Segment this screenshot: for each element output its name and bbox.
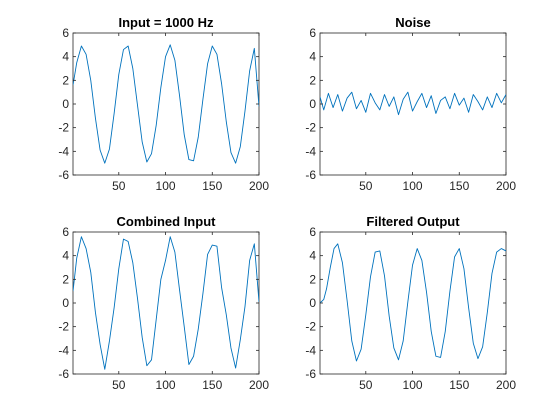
series-line (73, 44, 259, 164)
axes-box (72, 231, 260, 375)
x-tick-label: 150 (449, 378, 469, 392)
y-tick-label: 2 (309, 272, 316, 286)
y-tick-label: -2 (305, 121, 316, 135)
y-tick-label: -2 (58, 320, 69, 334)
y-tick-label: 4 (62, 249, 69, 263)
subplot-filtered-output: Filtered Output -6 -4 -2 0 2 4 6 50 100 150 200 (305, 214, 516, 392)
y-tick-label: -6 (305, 168, 316, 182)
y-tick-label: 6 (309, 225, 316, 239)
x-tick-label: 50 (112, 179, 126, 193)
axes-box (319, 231, 507, 375)
y-tick-label: 4 (309, 50, 316, 64)
series-line (73, 236, 259, 370)
y-tick-label: 4 (309, 249, 316, 263)
y-tick-label: 0 (309, 296, 316, 310)
chart-title: Input = 1000 Hz (119, 15, 214, 30)
series-line (320, 91, 506, 116)
y-tick-label: -6 (305, 367, 316, 381)
x-tick-label: 50 (359, 179, 373, 193)
x-tick-label: 150 (202, 378, 222, 392)
y-tick-label: 6 (309, 26, 316, 40)
subplot-combined-input: Combined Input -6 -4 -2 0 2 4 6 50 100 150 200 (58, 214, 269, 392)
series-line (320, 243, 506, 362)
y-tick-label: 6 (62, 225, 69, 239)
x-tick-label: 200 (496, 179, 516, 193)
x-tick-label: 100 (403, 378, 423, 392)
y-tick-label: -2 (58, 121, 69, 135)
y-tick-label: -4 (58, 144, 69, 158)
x-tick-label: 200 (249, 378, 269, 392)
x-tick-label: 50 (112, 378, 126, 392)
x-tick-label: 100 (156, 378, 176, 392)
x-tick-label: 150 (202, 179, 222, 193)
y-tick-label: 0 (309, 97, 316, 111)
x-tick-label: 200 (249, 179, 269, 193)
subplot-noise: Noise -6 -4 -2 0 2 4 6 50 100 150 200 (305, 15, 516, 193)
y-tick-label: 0 (62, 97, 69, 111)
subplot-input: Input = 1000 Hz -6 -4 -2 0 2 4 6 50 100 150 200 (58, 15, 269, 193)
y-tick-label: 6 (62, 26, 69, 40)
x-tick-label: 100 (403, 179, 423, 193)
y-tick-label: 2 (62, 272, 69, 286)
x-tick-label: 200 (496, 378, 516, 392)
y-tick-label: 2 (309, 73, 316, 87)
x-tick-label: 100 (156, 179, 176, 193)
y-tick-label: -4 (305, 144, 316, 158)
chart-title: Filtered Output (366, 214, 460, 229)
y-tick-label: -4 (305, 343, 316, 357)
y-tick-label: 2 (62, 73, 69, 87)
y-tick-label: -6 (58, 367, 69, 381)
y-tick-label: -6 (58, 168, 69, 182)
x-tick-label: 50 (359, 378, 373, 392)
chart-title: Combined Input (117, 214, 217, 229)
y-tick-label: 0 (62, 296, 69, 310)
y-tick-label: -4 (58, 343, 69, 357)
x-tick-label: 150 (449, 179, 469, 193)
y-tick-label: -2 (305, 320, 316, 334)
axes-box (319, 32, 507, 176)
y-tick-label: 4 (62, 50, 69, 64)
chart-title: Noise (395, 15, 430, 30)
